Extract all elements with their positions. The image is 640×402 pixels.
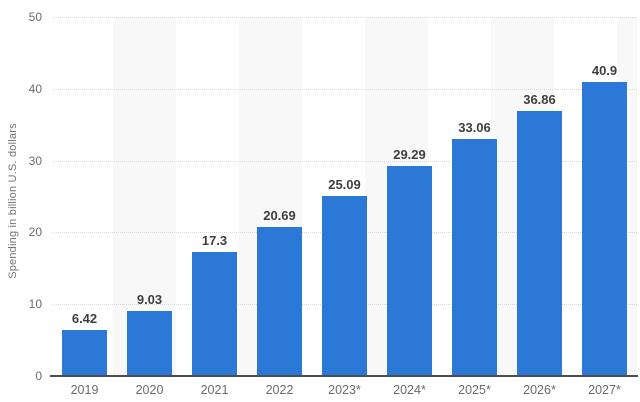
y-tick-label: 40: [28, 81, 42, 96]
y-tick-label: 10: [28, 297, 42, 312]
y-tick-label: 30: [28, 153, 42, 168]
bar: [582, 82, 627, 376]
gridline: [52, 88, 637, 90]
bar-value-label: 6.42: [71, 310, 98, 326]
x-tick-label: 2022: [265, 383, 294, 397]
x-tick-label: 2019: [70, 383, 99, 397]
x-tick-label: 2026*: [523, 383, 556, 397]
bar-value-label: 29.29: [393, 146, 426, 162]
bar: [517, 111, 562, 376]
x-tick-label: 2023*: [328, 383, 361, 397]
y-tick-label: 50: [28, 10, 42, 24]
bar-value-label: 40.9: [591, 63, 618, 79]
bar: [62, 329, 107, 376]
x-axis-tick-labels: 2019 2020 2021 2022 2023* 2024* 2025* 2026* 2027…: [52, 382, 637, 400]
bar-value-label: 33.06: [458, 119, 491, 135]
bar-value-label: 20.69: [263, 208, 296, 224]
plot-area: 6.42 9.03 17.3 20.69 25.09 29.29 33.06 36.86 40.…: [52, 17, 637, 376]
y-tick-label: 0: [35, 369, 42, 383]
x-tick-label: 2025*: [458, 383, 491, 397]
bar-value-label: 25.09: [328, 176, 361, 192]
x-tick-label: 2021: [200, 383, 229, 397]
bar-value-label: 17.3: [201, 232, 228, 248]
x-axis-line: [50, 375, 638, 377]
x-tick-label: 2020: [135, 383, 164, 397]
bar: [322, 195, 367, 376]
x-tick-label: 2027*: [588, 383, 621, 397]
y-axis-title: Spending in billion U.S. dollars: [7, 123, 19, 279]
bar-value-label: 36.86: [523, 92, 556, 108]
bar: [452, 138, 497, 376]
x-tick-label: 2024*: [393, 383, 426, 397]
bar: [387, 165, 432, 376]
y-tick-label: 20: [28, 225, 42, 240]
bar: [127, 311, 172, 376]
bar: [192, 251, 237, 376]
gridline: [52, 160, 637, 162]
gridline: [52, 17, 637, 18]
bar: [257, 227, 302, 376]
bar-value-label: 9.03: [136, 292, 163, 308]
